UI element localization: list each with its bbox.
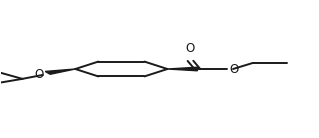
Text: O: O	[35, 68, 44, 81]
Text: O: O	[230, 63, 239, 75]
Polygon shape	[45, 69, 75, 74]
Polygon shape	[167, 67, 197, 71]
Text: O: O	[186, 42, 195, 55]
